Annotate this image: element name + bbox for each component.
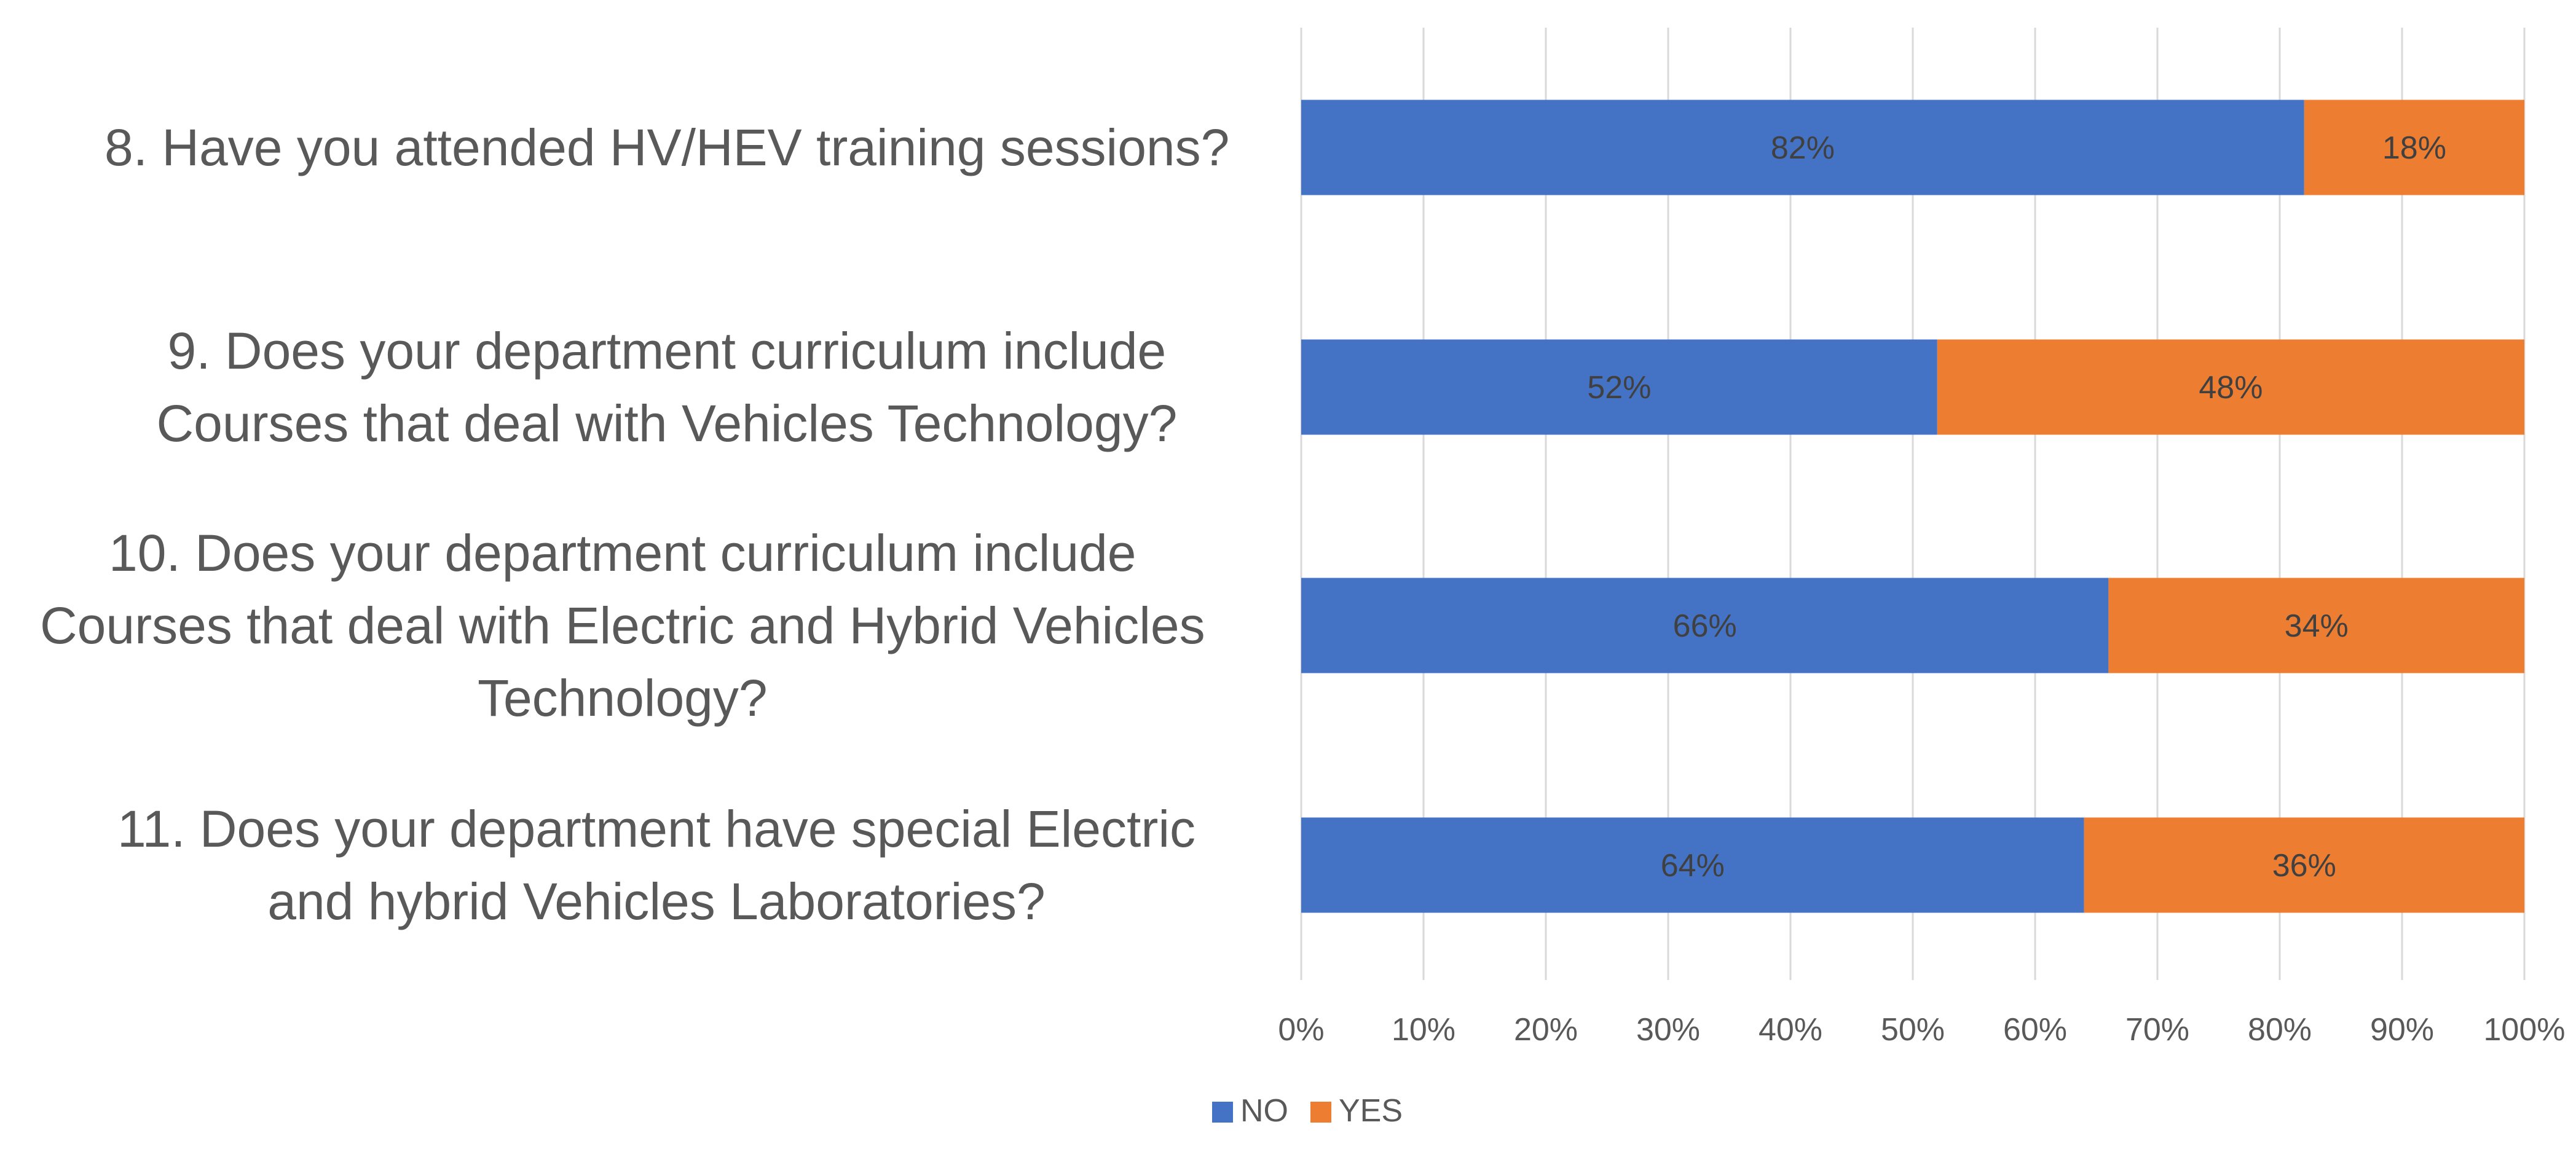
x-tick-label: 100% <box>2484 1012 2566 1048</box>
category-label-line: 10. Does your department curriculum incl… <box>109 524 1136 582</box>
bar-yes-2 <box>1937 339 2524 435</box>
category-label-line: Technology? <box>477 669 768 727</box>
x-tick-label: 60% <box>2003 1012 2067 1048</box>
x-tick-label: 0% <box>1278 1012 1324 1048</box>
data-label: 18% <box>2382 130 2446 166</box>
category-label-line: 11. Does your department have special El… <box>117 800 1195 858</box>
bar-no-2 <box>1301 339 1937 435</box>
x-tick-label: 80% <box>2248 1012 2312 1048</box>
x-tick-label: 40% <box>1759 1012 1822 1048</box>
x-tick-label: 90% <box>2370 1012 2434 1048</box>
data-label: 52% <box>1587 370 1651 406</box>
x-tick-label: 20% <box>1514 1012 1578 1048</box>
data-label: 64% <box>1661 848 1725 884</box>
data-label: 66% <box>1673 608 1737 644</box>
category-label: 9. Does your department curriculum inclu… <box>157 315 1178 460</box>
category-label: 10. Does your department curriculum incl… <box>40 517 1205 734</box>
bar-no-1 <box>1301 100 2304 195</box>
legend-swatch-no <box>1212 1102 1233 1123</box>
bar-yes-1 <box>2304 100 2524 195</box>
category-label-line: Courses that deal with Vehicles Technolo… <box>156 394 1178 452</box>
category-label-line: 9. Does your department curriculum inclu… <box>167 322 1167 380</box>
data-label: 36% <box>2272 848 2336 884</box>
bar-yes-4 <box>2084 817 2524 913</box>
legend-label-yes: YES <box>1339 1093 1403 1129</box>
category-label-line: Courses that deal with Electric and Hybr… <box>40 597 1205 654</box>
x-tick-label: 10% <box>1392 1012 1455 1048</box>
legend-swatch-yes <box>1310 1102 1331 1123</box>
bar-no-4 <box>1301 817 2084 913</box>
category-label-line: 8. Have you attended HV/HEV training ses… <box>104 119 1230 176</box>
x-tick-label: 30% <box>1636 1012 1700 1048</box>
bar-no-3 <box>1301 578 2109 673</box>
data-label: 48% <box>2199 370 2263 406</box>
x-tick-label: 70% <box>2125 1012 2189 1048</box>
data-label: 34% <box>2285 608 2349 644</box>
category-label: 8. Have you attended HV/HEV training ses… <box>104 111 1229 184</box>
legend-label-no: NO <box>1240 1093 1288 1129</box>
category-label: 11. Does your department have special El… <box>117 793 1195 938</box>
category-label-line: and hybrid Vehicles Laboratories? <box>267 873 1046 930</box>
x-tick-label: 50% <box>1881 1012 1945 1048</box>
bar-yes-3 <box>2108 578 2524 673</box>
data-label: 82% <box>1771 130 1835 166</box>
